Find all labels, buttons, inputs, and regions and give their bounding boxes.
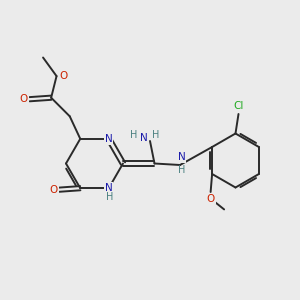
Text: N: N: [105, 183, 112, 193]
Text: N: N: [105, 134, 112, 144]
Text: H: H: [130, 130, 137, 140]
Text: N: N: [140, 133, 147, 143]
Text: N: N: [178, 152, 185, 163]
Text: Cl: Cl: [233, 101, 244, 112]
Text: O: O: [20, 94, 28, 104]
Text: O: O: [206, 194, 215, 204]
Text: O: O: [59, 71, 67, 81]
Text: H: H: [178, 165, 185, 176]
Text: H: H: [152, 130, 160, 140]
Text: O: O: [50, 185, 58, 195]
Text: H: H: [106, 192, 113, 202]
